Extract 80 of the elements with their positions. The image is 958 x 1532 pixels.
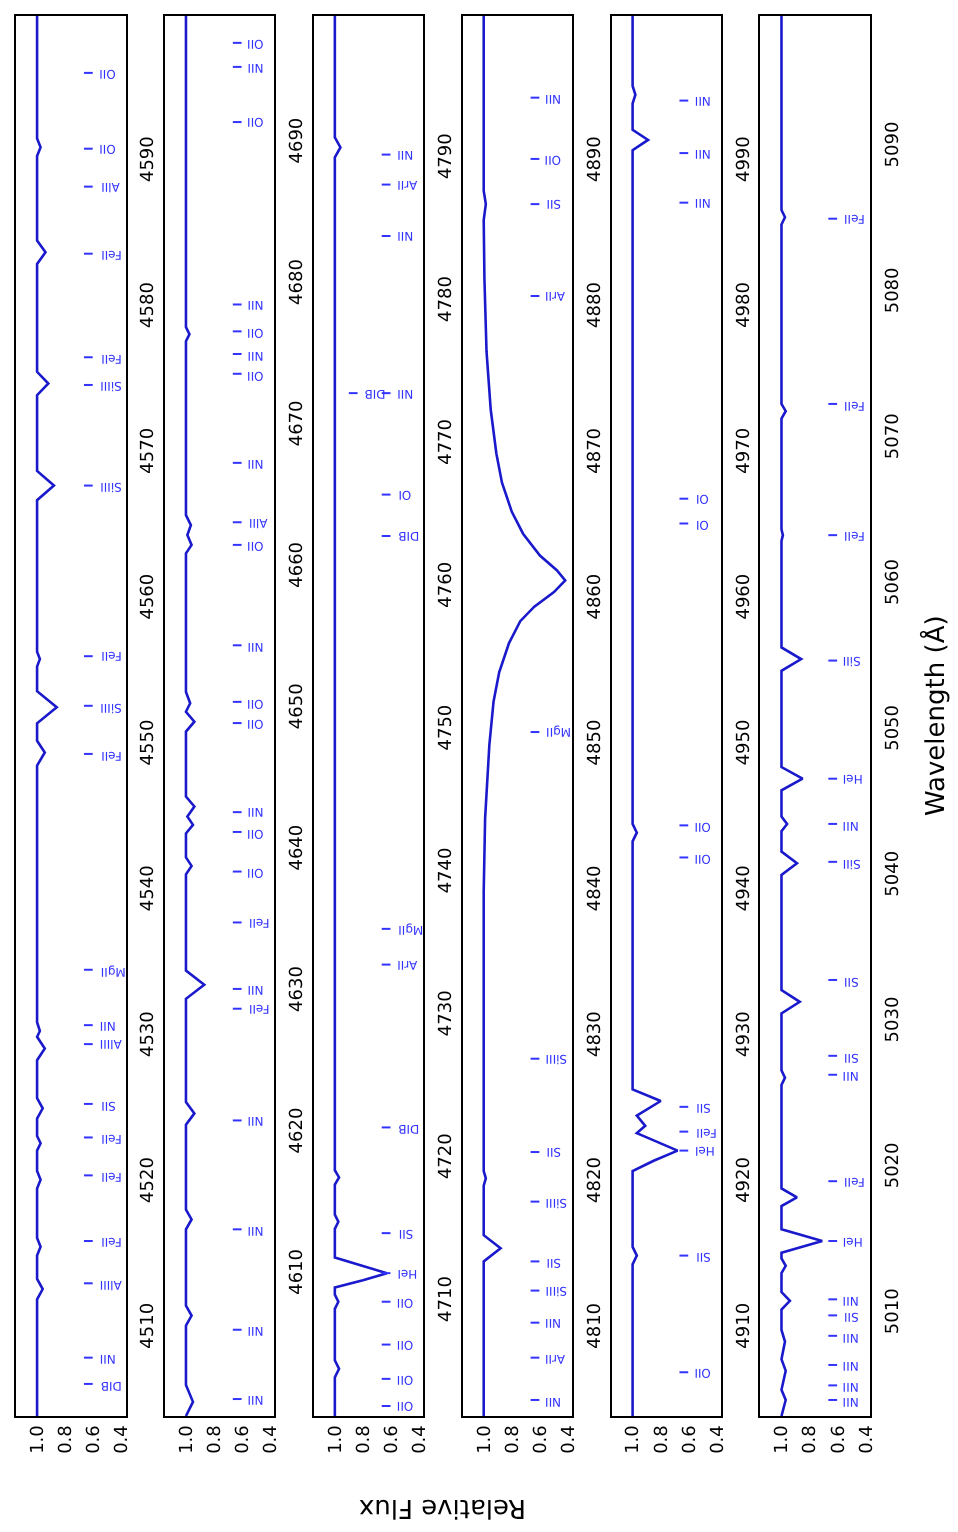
y-tick-label: 4760 — [436, 561, 457, 608]
y-tick-label: 5080 — [883, 266, 904, 314]
y-tick-label: 4860 — [585, 573, 606, 620]
y-tick-label: 4610 — [288, 1248, 309, 1295]
y-tick-label: 4950 — [734, 719, 755, 766]
y-tick-label: 4520 — [139, 1156, 160, 1203]
x-tick-label: 0.4 — [857, 1424, 878, 1454]
y-tick-label: 4640 — [288, 824, 309, 871]
y-tick-label: 4680 — [288, 258, 309, 305]
y-tick-label: 4670 — [288, 399, 309, 447]
x-tick-label: 0.8 — [801, 1424, 822, 1454]
y-tick-label: 4750 — [436, 704, 457, 751]
x-tick-label: 1.0 — [624, 1424, 645, 1454]
y-tick-label: 4940 — [734, 864, 755, 912]
x-tick-label: 0.8 — [205, 1424, 226, 1454]
y-tick-label: 5070 — [883, 412, 904, 460]
x-tick-label: 0.6 — [531, 1424, 552, 1454]
x-tick-label: 0.4 — [708, 1424, 729, 1454]
x-tick-label: 0.4 — [410, 1424, 431, 1454]
y-tick-label: 4710 — [436, 1275, 457, 1322]
y-tick-label: 4570 — [139, 427, 160, 474]
y-tick-label: 5010 — [883, 1287, 904, 1335]
y-tick-label: 5060 — [883, 558, 904, 605]
y-tick-label: 5090 — [883, 121, 904, 168]
x-tick-label: 0.6 — [382, 1424, 403, 1454]
x-tick-label: 0.4 — [113, 1424, 134, 1454]
y-tick-label: 4920 — [734, 1156, 755, 1203]
x-tick-label: 1.0 — [177, 1424, 198, 1454]
x-axis-title: Relative Flux — [358, 1492, 526, 1522]
y-tick-label: 4690 — [288, 117, 309, 164]
y-tick-label: 4930 — [734, 1010, 755, 1058]
y-axis-title: Wavelength (Å) — [918, 615, 952, 816]
y-tick-label: 4560 — [139, 573, 160, 620]
y-tick-label: 4990 — [734, 135, 755, 183]
y-tick-label: 5020 — [883, 1141, 904, 1189]
y-tick-label: 4630 — [288, 965, 309, 1012]
y-tick-label: 4810 — [585, 1302, 606, 1349]
y-tick-label: 5030 — [883, 996, 904, 1043]
y-tick-label: 4980 — [734, 281, 755, 328]
y-tick-label: 4730 — [436, 989, 457, 1037]
y-tick-label: 4850 — [585, 719, 606, 766]
x-tick-label: 0.6 — [680, 1424, 701, 1454]
x-tick-label: 1.0 — [475, 1424, 496, 1454]
y-tick-label: 4790 — [436, 132, 457, 180]
y-tick-label: 4830 — [585, 1010, 606, 1058]
x-tick-label: 0.8 — [503, 1424, 524, 1454]
y-tick-label: 4880 — [585, 281, 606, 328]
y-tick-label: 4740 — [436, 846, 457, 894]
x-tick-label: 1.0 — [326, 1424, 347, 1454]
x-tick-label: 0.4 — [559, 1424, 580, 1454]
x-tick-label: 0.8 — [652, 1424, 673, 1454]
y-tick-label: 4890 — [585, 135, 606, 183]
x-tick-label: 0.8 — [57, 1424, 78, 1454]
y-tick-label: 4970 — [734, 427, 755, 474]
x-tick-label: 0.6 — [234, 1424, 255, 1454]
y-tick-label: 4720 — [436, 1132, 457, 1180]
y-tick-label: 4590 — [139, 135, 160, 183]
x-tick-label: 1.0 — [28, 1424, 49, 1454]
x-tick-label: 1.0 — [773, 1424, 794, 1454]
y-tick-label: 4820 — [585, 1156, 606, 1203]
y-tick-label: 4660 — [288, 541, 309, 588]
y-tick-label: 4620 — [288, 1107, 309, 1154]
y-tick-label: 5050 — [883, 704, 904, 751]
y-tick-label: 4780 — [436, 275, 457, 322]
y-tick-label: 4910 — [734, 1302, 755, 1349]
y-tick-label: 5040 — [883, 850, 904, 897]
x-tick-label: 0.4 — [262, 1424, 283, 1454]
y-tick-label: 4770 — [436, 418, 457, 465]
x-tick-label: 0.8 — [354, 1424, 375, 1454]
y-tick-label: 4580 — [139, 281, 160, 328]
y-tick-label: 4870 — [585, 427, 606, 474]
y-tick-label: 4840 — [585, 864, 606, 912]
y-tick-label: 4540 — [139, 864, 160, 912]
y-tick-label: 4960 — [734, 573, 755, 620]
y-tick-label: 4550 — [139, 719, 160, 766]
y-tick-label: 4510 — [139, 1302, 160, 1349]
y-tick-label: 4530 — [139, 1010, 160, 1058]
y-tick-label: 4650 — [288, 682, 309, 730]
x-tick-label: 0.6 — [829, 1424, 850, 1454]
x-tick-label: 0.6 — [85, 1424, 106, 1454]
